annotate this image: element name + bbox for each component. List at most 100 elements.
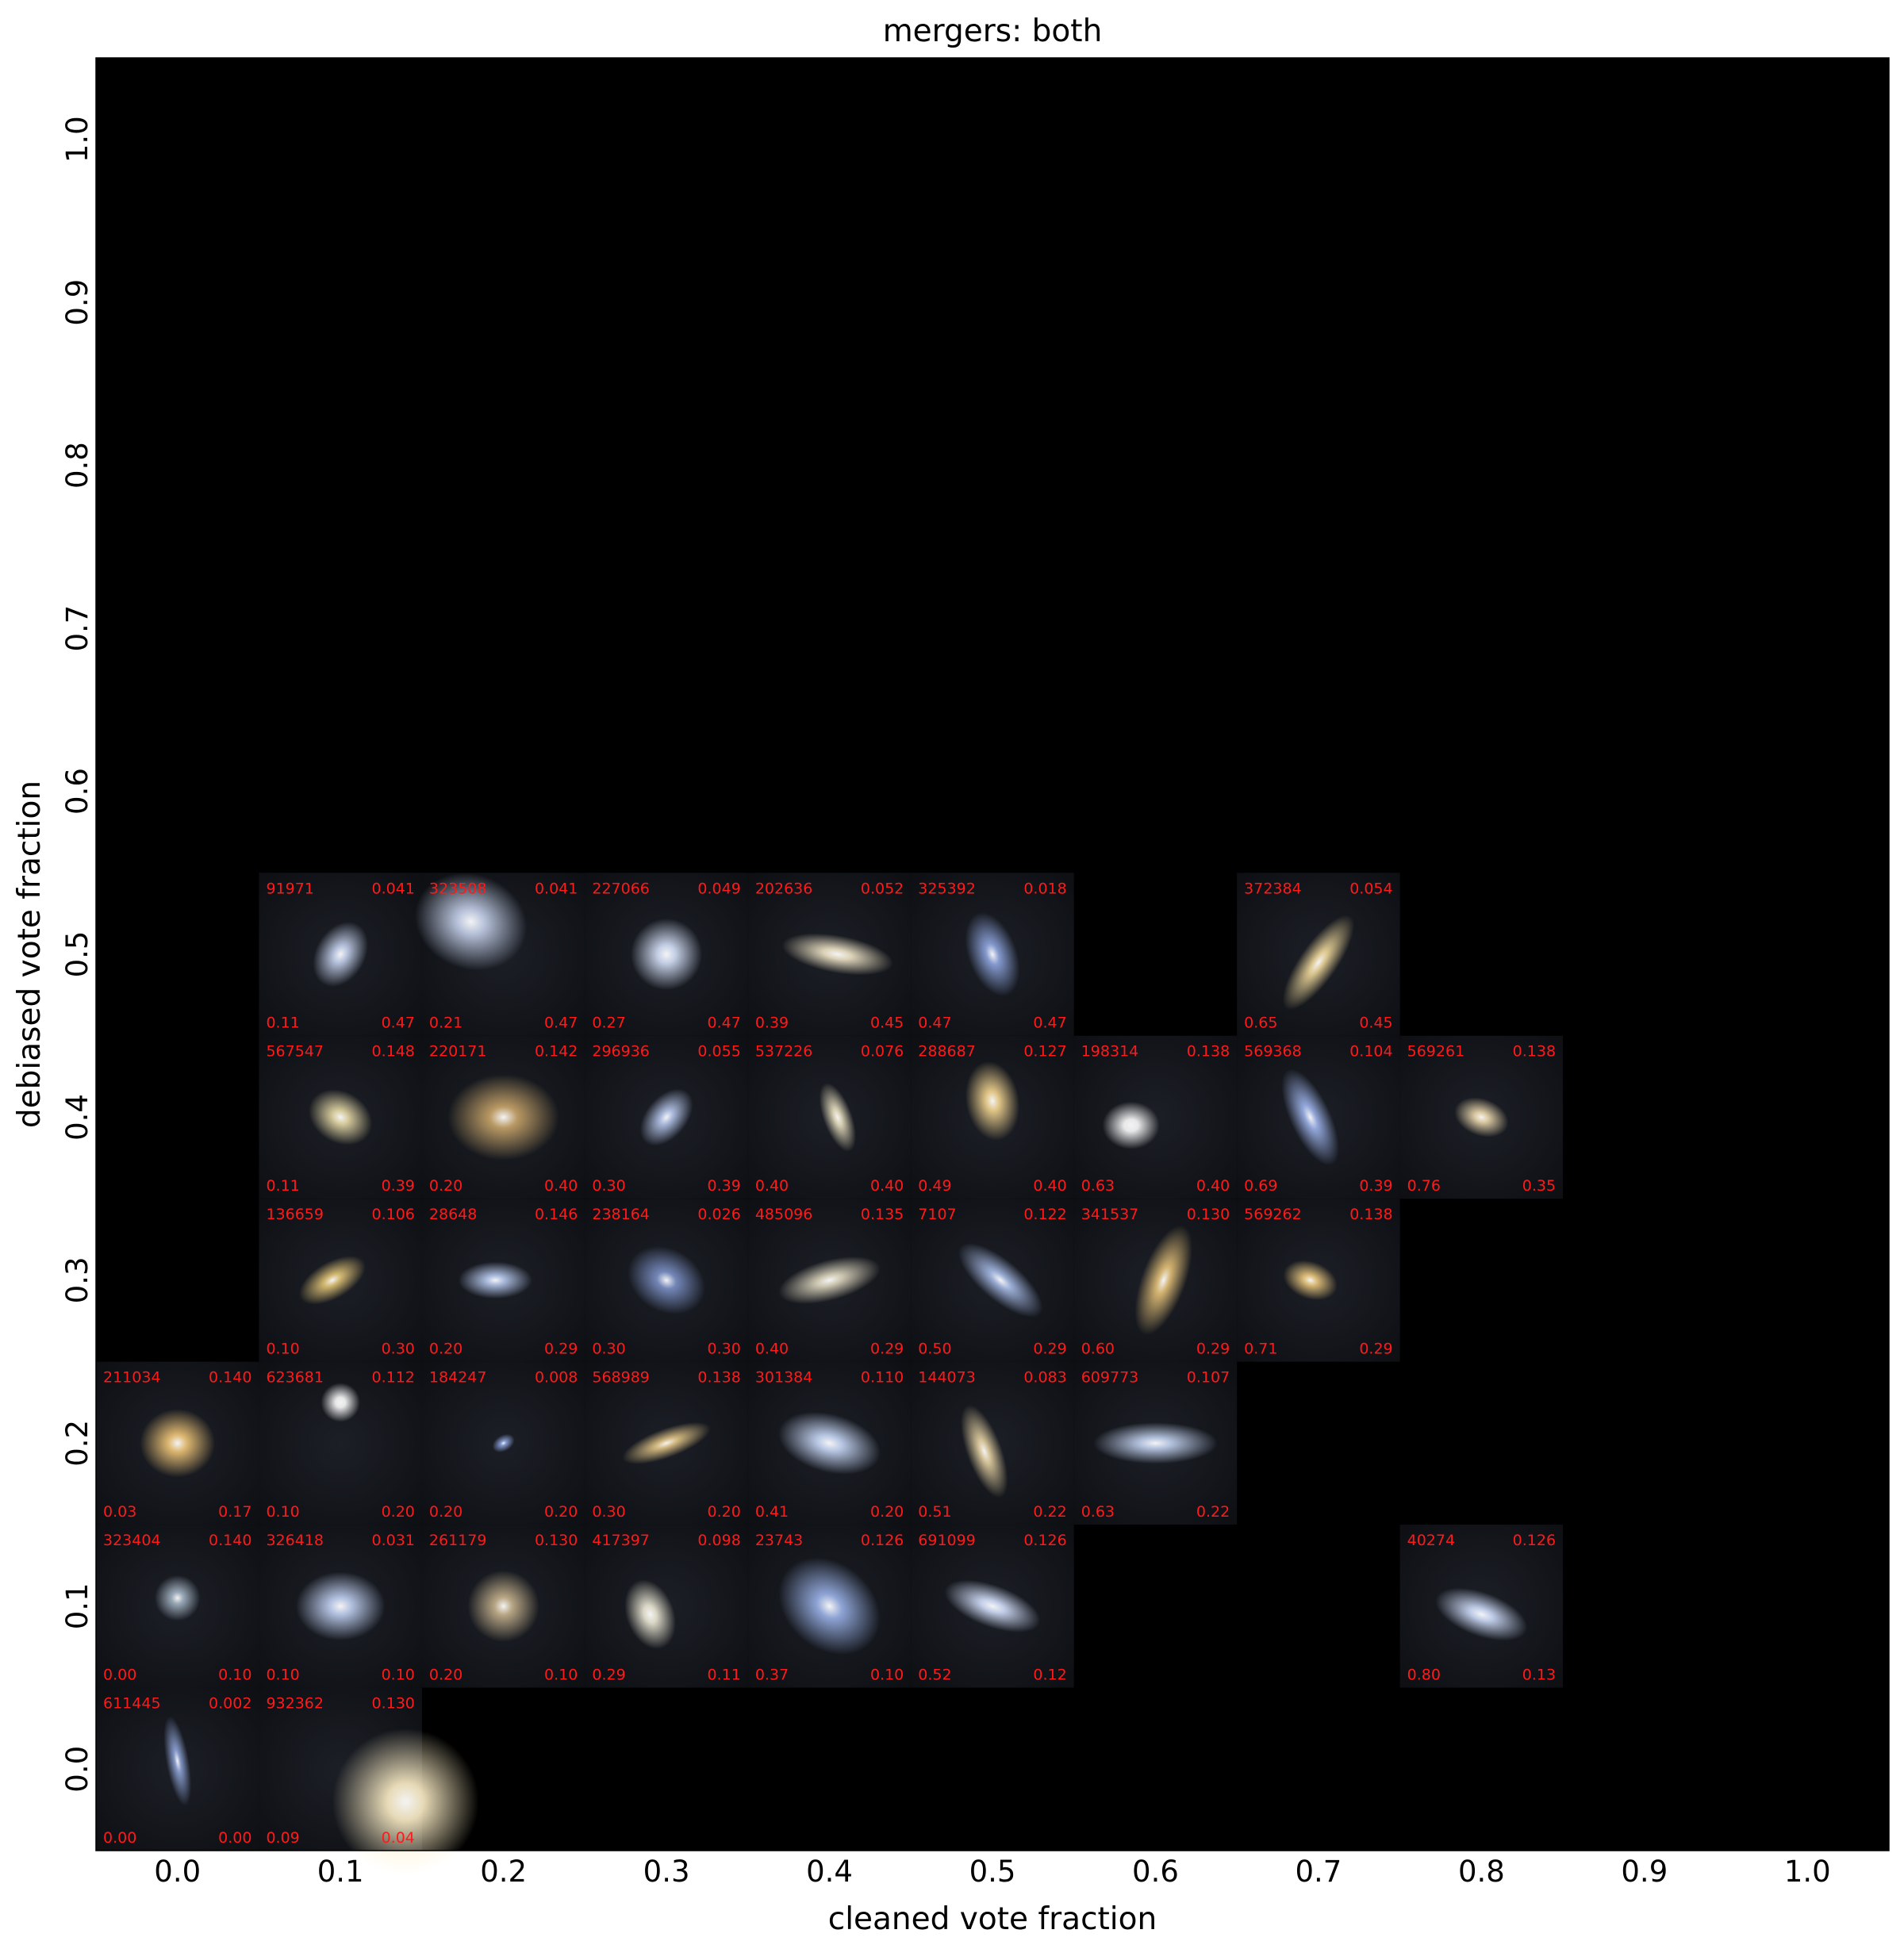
cell-debiased: 0.12 — [1033, 1667, 1066, 1684]
galaxy-cell: 323508 0.041 0.21 0.47 — [414, 873, 585, 1036]
cell-value: 0.031 — [372, 1532, 415, 1549]
cell-id: 202636 — [755, 880, 813, 897]
cell-cleaned: 0.65 — [1244, 1015, 1277, 1032]
cell-value: 0.140 — [209, 1532, 251, 1549]
cell-debiased: 0.20 — [708, 1503, 741, 1521]
cell-cleaned: 0.41 — [755, 1503, 789, 1521]
galaxy-cell: 569261 0.138 0.76 0.35 — [1399, 1035, 1564, 1199]
y-tick-labels: 0.0 0.1 0.2 0.3 0.4 0.5 0.6 0.7 0.8 0.9 1.0 — [60, 116, 94, 1792]
galaxy-blob — [778, 1256, 881, 1304]
cell-debiased: 0.45 — [870, 1015, 904, 1032]
cell-value: 0.135 — [861, 1206, 904, 1223]
cell-debiased: 0.47 — [544, 1015, 578, 1032]
y-tick-label: 0.7 — [60, 605, 94, 652]
galaxy-blob — [332, 1728, 479, 1875]
cell-id: 611445 — [103, 1695, 161, 1713]
galaxy-blob — [447, 1074, 559, 1160]
cell-id: 301384 — [755, 1369, 813, 1387]
cell-cleaned: 0.20 — [429, 1177, 463, 1195]
galaxy-cell: 609773 0.107 0.63 0.22 — [1073, 1361, 1238, 1525]
cell-cleaned: 0.80 — [1407, 1667, 1441, 1684]
cell-id: 220171 — [429, 1043, 487, 1061]
cell-id: 296936 — [592, 1043, 650, 1061]
galaxy-cell: 485096 0.135 0.40 0.29 — [747, 1199, 912, 1362]
cell-debiased: 0.39 — [1359, 1177, 1392, 1195]
cell-debiased: 0.10 — [870, 1667, 904, 1684]
cell-id: 91971 — [266, 880, 313, 897]
galaxy-cell: 184247 0.008 0.20 0.20 — [421, 1361, 585, 1525]
cell-value: 0.138 — [1513, 1043, 1556, 1061]
galaxy-blob — [965, 912, 1020, 996]
galaxy-blob — [299, 1256, 366, 1305]
cell-value: 0.054 — [1349, 880, 1392, 897]
cell-id: 23743 — [755, 1532, 803, 1549]
cell-cleaned: 0.50 — [918, 1341, 951, 1358]
cell-debiased: 0.40 — [870, 1177, 904, 1195]
cell-value: 0.140 — [209, 1369, 251, 1387]
galaxy-blob — [630, 918, 703, 991]
y-tick-label: 0.5 — [60, 931, 94, 978]
galaxy-blob — [819, 1083, 856, 1152]
x-tick-label: 1.0 — [1784, 1855, 1831, 1889]
galaxy-cell: 238164 0.026 0.30 0.30 — [585, 1199, 748, 1362]
galaxy-cell: 341537 0.130 0.60 0.29 — [1073, 1199, 1238, 1362]
galaxy-blob — [944, 1579, 1041, 1632]
cell-cleaned: 0.40 — [755, 1177, 789, 1195]
cell-value: 0.107 — [1187, 1369, 1230, 1387]
galaxy-blob — [624, 1579, 676, 1649]
cell-value: 0.041 — [535, 880, 578, 897]
y-tick-label: 0.3 — [60, 1256, 94, 1303]
x-tick-label: 0.9 — [1621, 1855, 1668, 1889]
plot-frame — [95, 57, 1890, 1851]
cell-cleaned: 0.27 — [592, 1015, 625, 1032]
cell-debiased: 0.29 — [870, 1341, 904, 1358]
cell-id: 537226 — [755, 1043, 813, 1061]
cell-cleaned: 0.20 — [429, 1341, 463, 1358]
cell-id: 567547 — [266, 1043, 324, 1061]
cell-value: 0.130 — [372, 1695, 415, 1713]
cell-debiased: 0.13 — [1522, 1667, 1556, 1684]
galaxy-blob — [140, 1409, 216, 1478]
galaxy-cell: 325392 0.018 0.47 0.47 — [911, 873, 1074, 1036]
cell-id: 569261 — [1407, 1043, 1465, 1061]
cell-value: 0.008 — [535, 1369, 578, 1387]
cell-cleaned: 0.39 — [755, 1015, 789, 1032]
cell-debiased: 0.17 — [218, 1503, 251, 1521]
cell-id: 372384 — [1244, 880, 1302, 897]
cell-debiased: 0.22 — [1033, 1503, 1066, 1521]
cell-cleaned: 0.11 — [266, 1177, 299, 1195]
galaxy-cell: 28648 0.146 0.20 0.29 — [421, 1199, 585, 1362]
cell-debiased: 0.40 — [1033, 1177, 1066, 1195]
y-tick-label: 0.9 — [60, 279, 94, 326]
cell-id: 40274 — [1407, 1532, 1455, 1549]
galaxy-blob — [1281, 1068, 1339, 1166]
cell-cleaned: 0.37 — [755, 1667, 789, 1684]
cell-value: 0.049 — [697, 880, 740, 897]
galaxy-cell: 211034 0.140 0.03 0.17 — [96, 1361, 259, 1525]
cell-id: 323508 — [429, 880, 487, 897]
galaxy-cell: 220171 0.142 0.20 0.40 — [421, 1035, 585, 1199]
cell-value: 0.130 — [1187, 1206, 1230, 1223]
cell-cleaned: 0.21 — [429, 1015, 463, 1032]
galaxy-cell: 7107 0.122 0.50 0.29 — [911, 1199, 1074, 1362]
cell-id: 932362 — [266, 1695, 324, 1713]
cell-value: 0.055 — [697, 1043, 740, 1061]
cell-cleaned: 0.76 — [1407, 1177, 1441, 1195]
galaxy-blob — [1282, 915, 1355, 1011]
cell-id: 569262 — [1244, 1206, 1302, 1223]
galaxy-cell: 23743 0.126 0.37 0.10 — [747, 1525, 912, 1688]
cell-cleaned: 0.20 — [429, 1667, 463, 1684]
cell-value: 0.138 — [1187, 1043, 1230, 1061]
cell-cleaned: 0.69 — [1244, 1177, 1277, 1195]
cell-cleaned: 0.40 — [755, 1341, 789, 1358]
y-tick-label: 0.4 — [60, 1094, 94, 1141]
cell-debiased: 0.10 — [382, 1667, 415, 1684]
cell-value: 0.026 — [697, 1206, 740, 1223]
x-tick-label: 0.4 — [806, 1855, 853, 1889]
cell-value: 0.076 — [861, 1043, 904, 1061]
galaxy-cell: 691099 0.126 0.52 0.12 — [911, 1525, 1074, 1688]
cell-value: 0.122 — [1023, 1206, 1066, 1223]
cell-debiased: 0.20 — [382, 1503, 415, 1521]
cell-value: 0.138 — [697, 1369, 740, 1387]
